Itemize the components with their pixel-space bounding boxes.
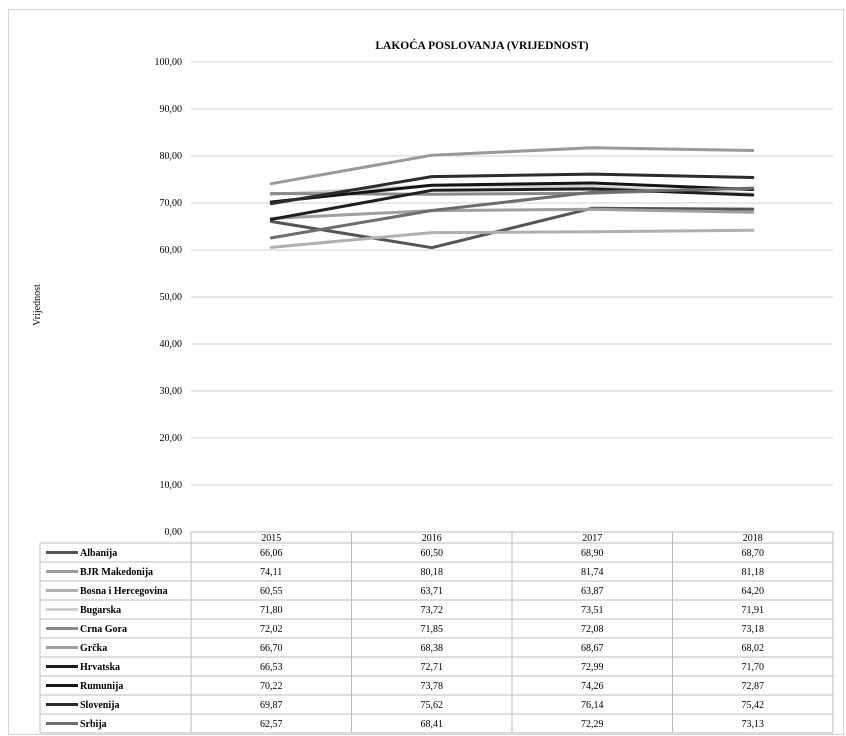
legend-label: Bosna i Hercegovina: [80, 586, 168, 597]
x-category-label: 2018: [743, 533, 763, 544]
series-line-albanija: [269, 206, 755, 250]
data-cell: 71,70: [742, 662, 765, 673]
legend-label: Rumunija: [80, 681, 123, 692]
data-cell: 68,41: [421, 719, 444, 730]
data-cell: 68,67: [581, 643, 604, 654]
legend-label: Hrvatska: [80, 662, 120, 673]
data-cell: 73,78: [421, 681, 444, 692]
legend-label: Slovenija: [80, 700, 119, 711]
data-cell: 70,22: [260, 681, 283, 692]
data-cell: 66,06: [260, 548, 283, 559]
data-cell: 60,50: [421, 548, 444, 559]
data-cell: 72,71: [421, 662, 444, 673]
data-cell: 71,91: [742, 605, 765, 616]
series-line-bosna-i-hercegovina: [269, 228, 755, 249]
legend-label: Bugarska: [80, 605, 121, 616]
series-line-rumunija: [269, 181, 755, 204]
data-cell: 66,53: [260, 662, 283, 673]
series-line-gr-ka: [269, 207, 755, 220]
gridlines: [191, 61, 833, 533]
series-line-bjr-makedonija: [269, 146, 755, 186]
data-cell: 62,57: [260, 719, 283, 730]
series-line-slovenija: [269, 172, 755, 206]
x-category-label: 2016: [422, 533, 442, 544]
y-tick-label: 10,00: [160, 480, 183, 491]
data-cell: 72,29: [581, 719, 604, 730]
data-cell: 80,18: [421, 567, 444, 578]
data-cell: 75,42: [742, 700, 765, 711]
legend-label: Srbija: [80, 719, 107, 730]
y-axis-label: Vrijednost: [32, 284, 43, 326]
data-cell: 64,20: [742, 586, 765, 597]
y-tick-label: 100,00: [155, 57, 183, 68]
data-cell: 68,38: [421, 643, 444, 654]
data-cell: 76,14: [581, 700, 604, 711]
y-tick-label: 70,00: [160, 198, 183, 209]
chart-title: LAKOĆA POSLOVANJA (VRIJEDNOST): [375, 38, 588, 52]
y-tick-label: 40,00: [160, 339, 183, 350]
chart-frame: [8, 9, 844, 735]
y-tick-label: 30,00: [160, 386, 183, 397]
data-cell: 68,70: [742, 548, 765, 559]
data-cell: 81,74: [581, 567, 604, 578]
data-cell: 73,72: [421, 605, 444, 616]
data-cell: 71,85: [421, 624, 444, 635]
y-tick-label: 60,00: [160, 245, 183, 256]
data-cell: 72,99: [581, 662, 604, 673]
data-cell: 71,80: [260, 605, 283, 616]
data-cell: 72,87: [742, 681, 765, 692]
series-line-hrvatska: [269, 187, 755, 221]
data-cell: 75,62: [421, 700, 444, 711]
legend-label: Crna Gora: [80, 624, 127, 635]
data-cell: 73,13: [742, 719, 765, 730]
data-cell: 74,11: [260, 567, 282, 578]
series-line-srbija: [269, 186, 755, 240]
data-cell: 63,87: [581, 586, 604, 597]
data-cell: 72,08: [581, 624, 604, 635]
legend-label: Albanija: [80, 548, 117, 559]
x-category-label: 2017: [582, 533, 602, 544]
x-category-label: 2015: [261, 533, 281, 544]
y-tick-label: 90,00: [160, 104, 183, 115]
data-cell: 63,71: [421, 586, 444, 597]
y-tick-label: 20,00: [160, 433, 183, 444]
y-axis-ticks: 0,00 10,00 20,00 30,00 40,00 50,00 60,00 70,00 8…: [155, 57, 183, 538]
data-cell: 74,26: [581, 681, 604, 692]
data-cell: 68,02: [742, 643, 765, 654]
data-cell: 72,02: [260, 624, 283, 635]
data-table: 2015 2016 2017 2018 Albanija 66,06 60,50 68,90 6…: [39, 531, 834, 734]
data-cell: 73,18: [742, 624, 765, 635]
y-tick-label: 80,00: [160, 151, 183, 162]
y-tick-label: 0,00: [165, 527, 183, 538]
data-cell: 81,18: [742, 567, 765, 578]
legend-label: BJR Makedonija: [80, 567, 153, 578]
data-cell: 73,51: [581, 605, 604, 616]
data-cell: 68,90: [581, 548, 604, 559]
y-tick-label: 50,00: [160, 292, 183, 303]
data-cell: 66,70: [260, 643, 283, 654]
series-lines: [269, 146, 755, 250]
data-cell: 60,55: [260, 586, 283, 597]
data-cell: 69,87: [260, 700, 283, 711]
legend-label: Grčka: [80, 643, 107, 654]
